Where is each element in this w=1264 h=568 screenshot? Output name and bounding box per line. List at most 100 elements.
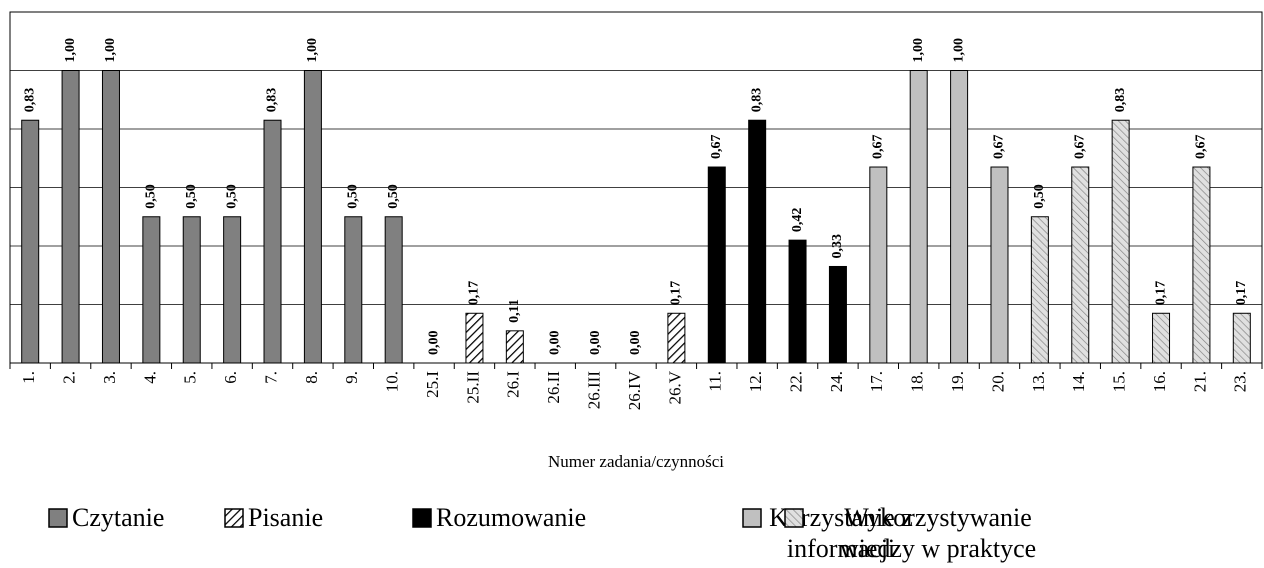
legend-swatch xyxy=(412,508,432,528)
value-label: 0,00 xyxy=(628,331,643,356)
bar xyxy=(1071,166,1090,364)
chart: Numer zadania/czynności 1. 2. 3. 4. 5. 6. 7. 8.… xyxy=(9,11,1263,471)
bar xyxy=(1030,216,1049,364)
x-tick-label: 22. xyxy=(786,371,805,392)
bar xyxy=(142,216,161,364)
x-tick-label: 13. xyxy=(1029,371,1048,392)
x-tick-label: 26.IV xyxy=(625,370,644,410)
bar xyxy=(303,70,322,364)
value-label: 0,67 xyxy=(992,135,1007,160)
bar xyxy=(263,119,282,364)
x-tick-label: 7. xyxy=(261,371,280,384)
legend-swatch-fill xyxy=(784,508,804,528)
x-tick-label: 23. xyxy=(1231,371,1250,392)
value-label: 0,50 xyxy=(224,184,239,209)
value-label: 0,11 xyxy=(507,299,522,323)
bar xyxy=(505,330,524,364)
legend-swatch-fill xyxy=(224,508,244,528)
bar xyxy=(869,166,888,364)
x-tick-label: 26.V xyxy=(665,370,684,404)
x-tick-label: 16. xyxy=(1150,371,1169,392)
x-tick-label: 6. xyxy=(221,371,240,384)
x-tick-label: 20. xyxy=(988,371,1007,392)
x-tick-label: 15. xyxy=(1110,371,1129,392)
value-label: 0,33 xyxy=(830,234,845,259)
bar xyxy=(101,70,120,364)
bar xyxy=(828,265,847,364)
x-tick-label: 18. xyxy=(908,371,927,392)
x-tick-label: 24. xyxy=(827,371,846,392)
bar xyxy=(1111,119,1130,364)
value-label: 0,83 xyxy=(265,88,280,113)
bar xyxy=(667,312,686,364)
value-label: 1,00 xyxy=(951,38,966,63)
value-label: 0,50 xyxy=(144,184,159,209)
x-tick-label: 4. xyxy=(140,371,159,384)
bar xyxy=(1232,312,1251,364)
value-label: 0,00 xyxy=(588,331,603,356)
bar xyxy=(990,166,1009,364)
bar xyxy=(61,70,80,364)
value-label: 0,17 xyxy=(1153,281,1168,306)
bar xyxy=(21,119,40,364)
x-tick-label: 17. xyxy=(867,371,886,392)
value-label: 0,50 xyxy=(386,184,401,209)
value-label: 0,67 xyxy=(709,135,724,160)
bar xyxy=(707,166,726,364)
legend-swatch-fill xyxy=(48,508,68,528)
value-label: 0,83 xyxy=(749,88,764,113)
value-label: 1,00 xyxy=(63,38,78,63)
value-label: 1,00 xyxy=(911,38,926,63)
legend-label: Czytanie xyxy=(72,503,165,532)
legend-swatch-fill xyxy=(742,508,762,528)
x-axis-title: Numer zadania/czynności xyxy=(548,452,724,471)
legend-item: Rozumowanie xyxy=(412,502,586,533)
bar xyxy=(909,70,928,364)
x-tick-label: 26.I xyxy=(504,371,523,398)
value-label: 0,00 xyxy=(547,331,562,356)
x-tick-label: 5. xyxy=(181,371,200,384)
value-label: 1,00 xyxy=(305,38,320,63)
bar xyxy=(1152,312,1171,364)
legend-label: Rozumowanie xyxy=(436,503,587,532)
value-label: 0,50 xyxy=(346,184,361,209)
x-tick-label: 12. xyxy=(746,371,765,392)
bar xyxy=(384,216,403,364)
value-label: 0,50 xyxy=(184,184,199,209)
x-tick-label: 11. xyxy=(706,371,725,392)
bar xyxy=(1192,166,1211,364)
legend-item: Pisanie xyxy=(224,502,323,533)
x-tick-label: 26.III xyxy=(585,371,604,410)
legend-item: Czytanie xyxy=(48,502,164,533)
x-tick-label: 3. xyxy=(100,371,119,384)
legend-swatch xyxy=(48,508,68,528)
x-tick-label: 25.II xyxy=(463,371,482,404)
value-label: 0,50 xyxy=(1032,184,1047,209)
bar xyxy=(182,216,201,364)
value-label: 0,83 xyxy=(1113,88,1128,113)
legend-swatch xyxy=(784,508,804,528)
x-tick-label: 26.II xyxy=(544,371,563,404)
x-tick-label: 8. xyxy=(302,371,321,384)
value-label: 0,17 xyxy=(1234,281,1249,306)
value-label: 0,67 xyxy=(1072,135,1087,160)
x-tick-label: 25.I xyxy=(423,371,442,398)
value-label: 0,00 xyxy=(426,331,441,356)
x-tick-label: 2. xyxy=(59,371,78,384)
bar xyxy=(344,216,363,364)
x-tick-label: 14. xyxy=(1069,371,1088,392)
bar xyxy=(950,70,969,364)
legend-swatch xyxy=(224,508,244,528)
legend-swatch xyxy=(742,508,762,528)
x-tick-label: 19. xyxy=(948,371,967,392)
bar xyxy=(788,239,807,364)
x-tick-label: 9. xyxy=(342,371,361,384)
value-label: 0,67 xyxy=(1194,135,1209,160)
bar xyxy=(223,216,242,364)
legend-item: Wykorzystywanie wiedzy w praktyce xyxy=(784,502,1068,564)
legend-label: Pisanie xyxy=(248,503,324,532)
x-tick-label: 10. xyxy=(383,371,402,392)
value-label: 0,67 xyxy=(871,135,886,160)
legend-label: Wykorzystywanie wiedzy w praktyce xyxy=(839,503,1037,563)
